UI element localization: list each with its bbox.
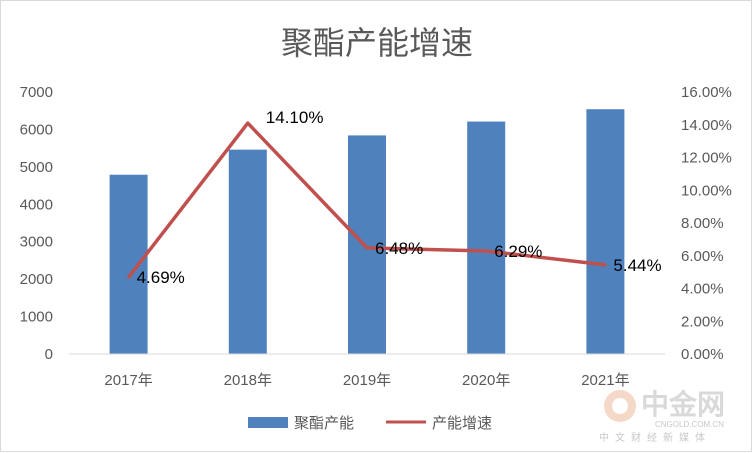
- right-tick-label: 6.00%: [681, 248, 724, 265]
- line-point-0: [127, 275, 131, 279]
- watermark-site: CNGOLD.COM.CN: [655, 420, 724, 429]
- line-point-1: [246, 121, 250, 125]
- watermark-tagline: 中文财经新媒体: [599, 431, 711, 444]
- bar-3: [467, 121, 506, 354]
- right-tick-label: 8.00%: [681, 215, 724, 232]
- left-tick-label: 7000: [20, 84, 53, 101]
- chart-title: 聚酯产能增速: [281, 24, 473, 62]
- legend-line-label: 产能增速: [432, 414, 492, 432]
- left-tick-label: 0: [45, 346, 53, 363]
- bar-4: [586, 109, 625, 355]
- right-tick-label: 14.00%: [681, 117, 732, 134]
- data-labels-group: 4.69% 14.10% 6.48% 6.29% 5.44%: [137, 108, 662, 287]
- data-label-2: 6.48%: [375, 239, 423, 258]
- right-tick-label: 16.00%: [681, 84, 732, 101]
- watermark: 中金网 CNGOLD.COM.CN 中文财经新媒体: [599, 388, 725, 444]
- left-tick-label: 3000: [20, 234, 53, 251]
- legend: 聚酯产能 产能增速: [248, 414, 492, 432]
- bar-2: [348, 135, 386, 354]
- left-tick-label: 5000: [20, 159, 53, 176]
- line-point-4: [603, 263, 607, 267]
- line-point-2: [365, 246, 369, 250]
- x-axis-ticks: 2017年 2018年 2019年 2020年 2021年: [104, 372, 629, 389]
- right-axis-ticks: 0.00% 2.00% 4.00% 6.00% 8.00% 10.00% 12.00% 14.…: [681, 84, 732, 363]
- right-tick-label: 4.00%: [681, 281, 724, 298]
- left-axis-ticks: 0 1000 2000 3000 4000 5000 6000 7000: [20, 84, 53, 363]
- data-label-0: 4.69%: [137, 268, 185, 287]
- left-tick-label: 1000: [20, 309, 53, 326]
- legend-bar-label: 聚酯产能: [294, 414, 354, 432]
- right-tick-label: 10.00%: [681, 182, 732, 199]
- right-tick-label: 2.00%: [681, 313, 724, 330]
- watermark-brand: 中金网: [641, 388, 725, 421]
- bar-0: [109, 174, 148, 354]
- right-tick-label: 12.00%: [681, 150, 732, 167]
- x-tick-label: 2021年: [581, 372, 629, 389]
- left-tick-label: 6000: [20, 121, 53, 138]
- x-tick-label: 2019年: [343, 372, 391, 389]
- bar-series-group: [109, 109, 625, 355]
- x-tick-label: 2018年: [224, 372, 272, 389]
- x-tick-label: 2017年: [104, 372, 152, 389]
- legend-bar-swatch: [248, 417, 288, 428]
- right-tick-label: 0.00%: [681, 346, 724, 363]
- data-label-4: 5.44%: [613, 256, 661, 275]
- watermark-logo-inner: [612, 398, 628, 414]
- bar-1: [228, 149, 267, 354]
- left-tick-label: 2000: [20, 271, 53, 288]
- x-tick-label: 2020年: [462, 372, 510, 389]
- data-label-3: 6.29%: [494, 242, 542, 261]
- left-tick-label: 4000: [20, 196, 53, 213]
- line-point-3: [484, 249, 488, 253]
- line-series-group: [127, 121, 607, 279]
- data-label-1: 14.10%: [266, 108, 324, 127]
